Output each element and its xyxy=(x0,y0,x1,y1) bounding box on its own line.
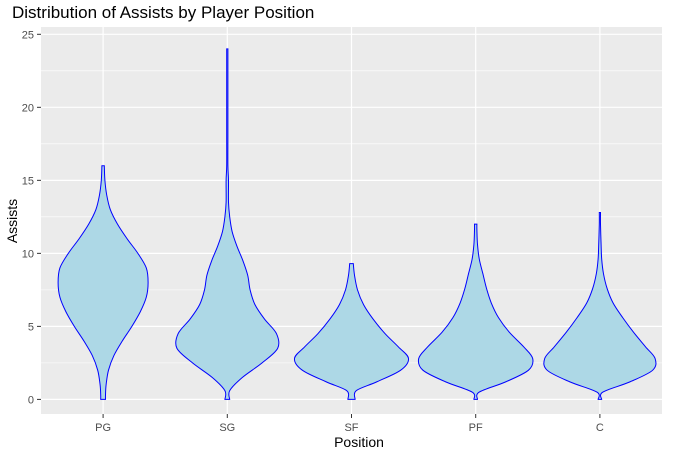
x-tick-label-sf: SF xyxy=(344,422,358,434)
y-tick-label: 0 xyxy=(28,394,34,406)
x-axis-title: Position xyxy=(334,434,384,450)
violins xyxy=(57,48,657,400)
violin-pf xyxy=(417,223,534,400)
x-tick-label-c: C xyxy=(596,422,604,434)
x-axis-ticks: PG SG SF PF C xyxy=(95,414,604,434)
y-axis-title: Assists xyxy=(4,199,20,243)
violin-sf xyxy=(293,263,410,400)
violin-c xyxy=(543,211,657,400)
y-tick-label: 5 xyxy=(28,321,34,333)
violin-sg xyxy=(175,48,280,400)
y-tick-label: 20 xyxy=(22,102,34,114)
y-tick-label: 10 xyxy=(22,248,34,260)
violin-pg xyxy=(57,165,149,400)
y-axis-ticks: 0 5 10 15 20 25 xyxy=(22,29,41,406)
x-tick-label-pf: PF xyxy=(469,422,483,434)
y-tick-label: 25 xyxy=(22,29,34,41)
x-tick-label-pg: PG xyxy=(95,422,111,434)
chart-title: Distribution of Assists by Player Positi… xyxy=(12,3,314,22)
y-tick-label: 15 xyxy=(22,175,34,187)
x-tick-label-sg: SG xyxy=(219,422,235,434)
